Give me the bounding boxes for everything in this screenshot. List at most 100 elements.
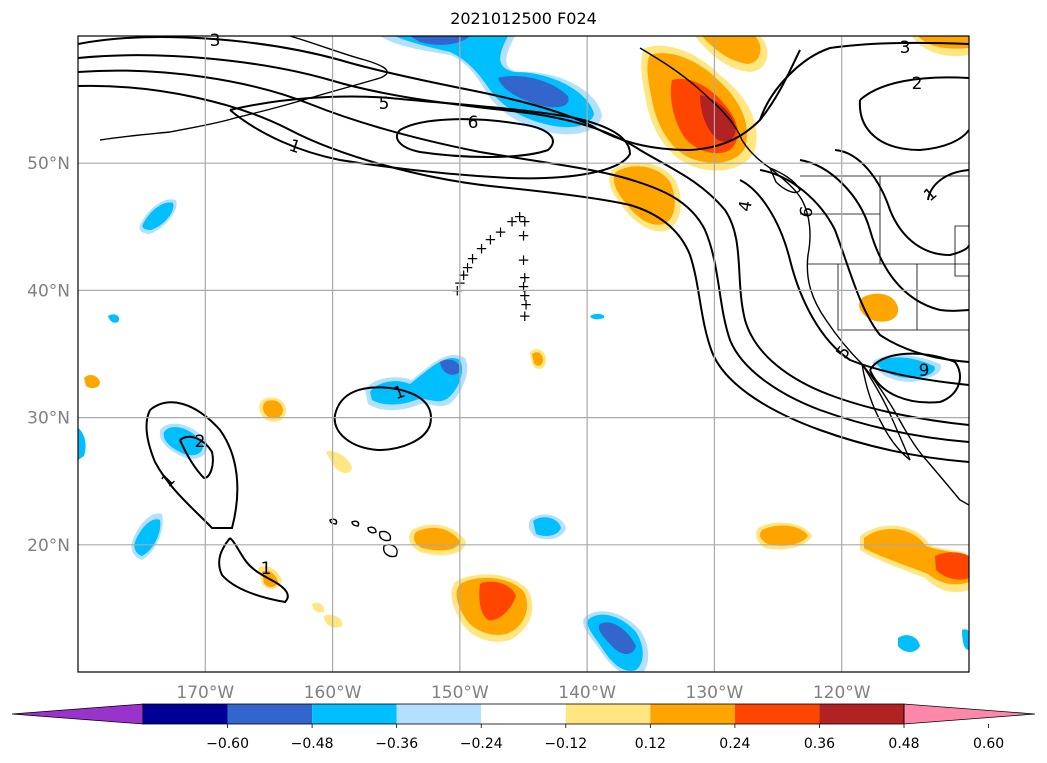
lon-tick-label: 120°W bbox=[813, 683, 871, 703]
contour-label: 6 bbox=[796, 204, 818, 220]
colorbar-tick-label: −0.12 bbox=[544, 736, 587, 752]
contour-labels: 3 5 6 1 3 2 4 6 1 5 9 1 2 1 1 bbox=[158, 31, 941, 579]
contour-label: 5 bbox=[379, 94, 390, 114]
lon-tick-label: 150°W bbox=[431, 683, 489, 703]
gridlines bbox=[78, 36, 969, 672]
contour-line bbox=[78, 36, 801, 152]
plus-marker: + bbox=[518, 269, 531, 287]
plus-marker: + bbox=[475, 239, 488, 257]
colorbar-tick-label: −0.36 bbox=[375, 736, 418, 752]
plus-marker: + bbox=[513, 208, 526, 226]
positive-anomaly bbox=[613, 166, 675, 225]
colorbar: −0.60 −0.48 −0.36 −0.24 −0.12 0.12 0.24 0.36 0.4… bbox=[11, 703, 1036, 752]
colorbar-segment bbox=[819, 704, 904, 724]
positive-anomaly bbox=[532, 352, 543, 366]
plus-marker: + bbox=[494, 223, 507, 241]
colorbar-segment bbox=[312, 704, 397, 724]
map-title: 2021012500 F024 bbox=[450, 9, 597, 28]
colorbar-extend-high bbox=[903, 703, 1036, 725]
contour-line bbox=[927, 169, 969, 201]
positive-anomaly bbox=[479, 581, 516, 621]
contour-line bbox=[759, 41, 969, 121]
contour-line bbox=[799, 159, 969, 312]
colorbar-segment bbox=[481, 704, 566, 724]
contour-line bbox=[333, 386, 432, 452]
positive-anomaly bbox=[262, 400, 283, 419]
positive-anomaly bbox=[702, 36, 761, 64]
colorbar-segment bbox=[650, 704, 735, 724]
negative-anomaly bbox=[598, 622, 636, 655]
contour-line bbox=[179, 435, 214, 480]
colorbar-frame bbox=[142, 703, 905, 725]
negative-anomaly bbox=[78, 428, 86, 460]
plus-marker: + bbox=[506, 213, 519, 231]
longitude-tick-labels: 170°W 160°W 150°W 140°W 130°W 120°W bbox=[176, 683, 870, 703]
plus-marker: + bbox=[466, 250, 479, 268]
positive-anomaly bbox=[84, 375, 100, 389]
colorbar-segment bbox=[734, 704, 820, 724]
anomaly-shading bbox=[78, 36, 969, 672]
plus-marker: + bbox=[520, 295, 533, 313]
negative-anomaly bbox=[498, 76, 569, 108]
negative-anomaly bbox=[134, 519, 161, 556]
colorbar-tick-label: 0.36 bbox=[804, 736, 835, 752]
lat-tick-label: 50°N bbox=[27, 154, 70, 174]
contour-line bbox=[858, 99, 969, 152]
negative-anomaly bbox=[370, 358, 463, 405]
lon-tick-label: 130°W bbox=[686, 683, 744, 703]
contour-label: 2 bbox=[195, 432, 206, 452]
negative-anomaly bbox=[410, 36, 470, 45]
lat-tick-label: 20°N bbox=[27, 536, 70, 556]
negative-anomaly bbox=[590, 313, 605, 320]
lon-tick-label: 140°W bbox=[558, 683, 616, 703]
colorbar-extend-low bbox=[11, 703, 144, 725]
plus-marker: + bbox=[518, 307, 531, 325]
colorbar-segment bbox=[565, 704, 651, 724]
colorbar-tick-label: 0.48 bbox=[888, 736, 919, 752]
negative-anomaly bbox=[440, 359, 461, 375]
plus-marker: + bbox=[484, 231, 497, 249]
contour-label: 3 bbox=[900, 38, 911, 58]
positive-anomaly bbox=[700, 95, 736, 142]
colorbar-segment bbox=[396, 704, 482, 724]
negative-anomaly bbox=[142, 202, 174, 230]
positive-anomaly bbox=[312, 602, 325, 613]
contour-line bbox=[78, 54, 969, 426]
latitude-tick-labels: 20°N 30°N 40°N 50°N bbox=[27, 154, 70, 556]
colorbar-segment bbox=[227, 704, 313, 724]
contour-line bbox=[834, 149, 969, 257]
contour-line bbox=[229, 95, 632, 180]
lat-tick-label: 40°N bbox=[27, 281, 70, 301]
contour-line bbox=[869, 352, 961, 404]
contour-line bbox=[859, 76, 969, 101]
coastline-hawaii bbox=[329, 518, 398, 558]
lon-tick-label: 160°W bbox=[304, 683, 362, 703]
contour-line bbox=[78, 69, 969, 443]
colorbar-tick-label: 0.24 bbox=[719, 736, 750, 752]
negative-anomaly bbox=[898, 635, 920, 652]
contour-line bbox=[78, 84, 969, 463]
positive-anomaly bbox=[935, 552, 969, 580]
colorbar-tick-label: 0.60 bbox=[973, 736, 1004, 752]
plus-marker: + bbox=[517, 278, 530, 296]
contour-line bbox=[218, 537, 289, 604]
plus-marker: + bbox=[517, 251, 530, 269]
contour-line bbox=[145, 401, 239, 529]
contour-label: 1 bbox=[261, 559, 272, 579]
lon-tick-label: 170°W bbox=[176, 683, 234, 703]
border-states bbox=[800, 176, 969, 331]
negative-anomaly bbox=[108, 314, 120, 323]
political-borders bbox=[800, 175, 969, 331]
plus-marker: + bbox=[517, 227, 530, 245]
plot-frame bbox=[77, 35, 970, 673]
plus-marker: + bbox=[461, 259, 474, 277]
colorbar-segment bbox=[143, 704, 228, 724]
negative-anomaly bbox=[163, 427, 203, 456]
negative-anomaly bbox=[962, 629, 969, 650]
plus-marker: + bbox=[457, 266, 470, 284]
colorbar-tick-label: −0.24 bbox=[460, 736, 503, 752]
plus-marker: + bbox=[518, 213, 531, 231]
negative-anomaly bbox=[533, 517, 561, 536]
plot-area bbox=[78, 36, 969, 672]
